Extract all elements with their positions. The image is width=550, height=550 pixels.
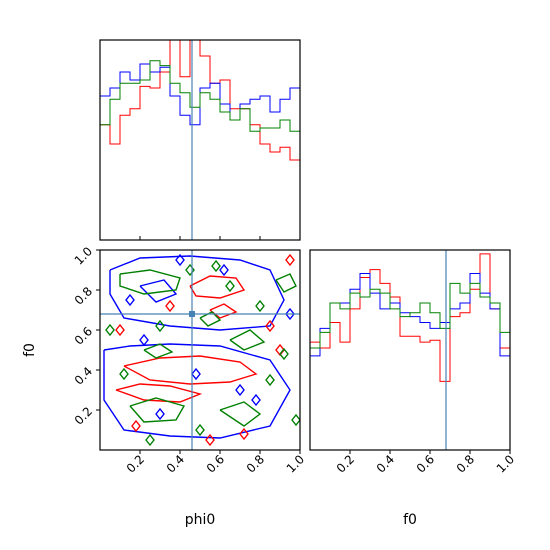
contour-blob-2-1: [119, 367, 129, 381]
hist-f0-steps: [310, 253, 510, 382]
contour-x-ticks: 0.2 0.4 0.6 0.8 1.0: [124, 450, 307, 476]
hist-f0-tick-label-1: 0.4: [374, 452, 397, 475]
contour-panel: 0.2 0.4 0.6 0.8 1.0 0.2 0.4 0.6 0.8 1.0: [72, 244, 307, 475]
hist-f0-ticks: 0.2 0.4 0.6 0.8 1.0: [334, 450, 517, 476]
contour-y-ticks: 0.2 0.4 0.6 0.8 1.0: [72, 244, 100, 428]
contour-blob-2-7: [145, 433, 155, 447]
contour-blob-0-5: [239, 427, 249, 441]
contour-blob-0-0: [165, 299, 175, 313]
hist-f0-tick-label-4: 1.0: [494, 452, 517, 475]
contour-ring-4: [103, 343, 291, 439]
contour-blob-1-6: [155, 407, 165, 421]
hist-f0-tick-label-2: 0.6: [414, 452, 437, 475]
hist-phi0-frame: [99, 39, 301, 241]
hist-phi0-series-2: [100, 60, 300, 132]
contour-blob-2-0: [105, 323, 115, 337]
contour-y-tick-label-0: 0.2: [72, 404, 95, 427]
contour-blob-0-2: [115, 323, 125, 337]
contour-y-tick-label-2: 0.6: [72, 324, 95, 347]
contour-ring-2: [189, 275, 246, 299]
contour-blob-2-3: [185, 263, 195, 277]
contour-ring-3: [209, 303, 238, 319]
hist-f0-tick-label-0: 0.2: [334, 452, 357, 475]
contour-ring-11: [143, 343, 174, 359]
contour-ring-10: [229, 329, 266, 351]
contour-blob-2-4: [211, 259, 221, 273]
contour-blob-0-4: [205, 433, 215, 447]
contour-blob-2-8: [195, 423, 205, 437]
hist-phi0-panel: [99, 39, 301, 241]
contour-blob-1-8: [235, 383, 245, 397]
y-axis-label-f0: f0: [22, 343, 38, 357]
contour-ring-1: [115, 383, 203, 403]
contour-x-tick-label-4: 1.0: [284, 452, 307, 475]
contour-blob-1-2: [175, 253, 185, 267]
contour-x-tick-label-3: 0.8: [244, 452, 267, 475]
hist-phi0-steps: [100, 40, 300, 161]
contour-ring-7: [119, 269, 181, 295]
contour-blob-2-11: [291, 413, 300, 427]
contour-ring-13: [275, 273, 297, 293]
contour-x-tick-label-1: 0.4: [164, 452, 187, 475]
contour-blob-0-6: [285, 253, 295, 267]
contour-y-tick-label-3: 0.8: [72, 284, 95, 307]
hist-f0-panel: 0.2 0.4 0.6 0.8 1.0: [309, 249, 517, 476]
hist-f0-series-0: [310, 253, 510, 382]
contour-ring-5: [109, 255, 285, 331]
contour-y-tick-label-4: 1.0: [72, 244, 95, 267]
hist-phi0-series-0: [100, 40, 300, 161]
contour-lines: [103, 253, 300, 447]
hist-phi0-ticks: [139, 236, 301, 240]
contour-blob-1-0: [125, 293, 135, 307]
contour-blob-0-7: [131, 419, 141, 433]
hist-f0-series-2: [310, 282, 510, 349]
contour-ring-9: [219, 401, 262, 427]
contour-y-tick-label-1: 0.4: [72, 364, 95, 387]
contour-blob-2-5: [255, 299, 265, 313]
contour-x-tick-label-2: 0.6: [204, 452, 227, 475]
contour-blob-1-1: [139, 333, 149, 347]
contour-blob-0-1: [265, 319, 275, 333]
x-axis-label-phi0: phi0: [185, 512, 216, 528]
contour-blob-2-9: [265, 373, 275, 387]
truth-marker: [189, 311, 195, 317]
x-axis-label-f0: f0: [403, 512, 417, 528]
contour-blob-1-4: [251, 393, 261, 407]
contour-ring-0: [123, 355, 258, 385]
contour-ring-8: [129, 397, 186, 423]
contour-blob-2-10: [225, 279, 235, 293]
contour-blob-1-7: [191, 367, 201, 381]
contour-ring-6: [139, 279, 178, 303]
contour-x-tick-label-0: 0.2: [124, 452, 147, 475]
contour-blob-2-2: [155, 319, 165, 333]
contour-frame: [99, 249, 301, 451]
contour-blob-1-3: [219, 263, 229, 277]
contour-blob-2-6: [279, 347, 289, 361]
hist-f0-tick-label-3: 0.8: [454, 452, 477, 475]
hist-f0-frame: [309, 249, 511, 451]
